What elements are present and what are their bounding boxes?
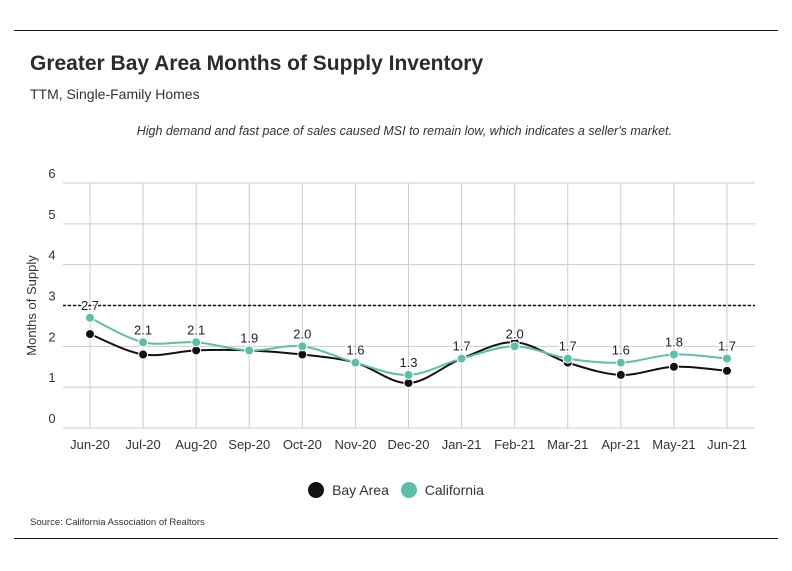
data-point-california [85, 312, 95, 323]
x-tick-label: May-21 [652, 437, 695, 452]
y-tick-label: 4 [48, 248, 55, 263]
data-point-california [350, 357, 361, 368]
legend-item-california: California [400, 482, 484, 498]
line-chart: 0 1 2 3 4 5 6 Jun-20 Jul-20 Aug-20 Sep-20 Oct-20 Nov… [24, 166, 755, 452]
x-tick-label: Jun-21 [707, 437, 747, 452]
data-point-bay-area [615, 369, 626, 380]
data-point-bay-area [668, 361, 679, 372]
data-point-california [403, 369, 414, 380]
data-point-bay-area [138, 349, 149, 360]
chart-title: Greater Bay Area Months of Supply Invent… [30, 52, 484, 75]
data-point-california [191, 337, 202, 348]
chart-annotation: High demand and fast pace of sales cause… [136, 124, 672, 138]
x-tick-label: Jan-21 [442, 437, 482, 452]
bottom-rule [14, 538, 778, 539]
y-tick-label: 2 [48, 329, 55, 344]
top-rule [14, 30, 778, 31]
source-note: Source: California Association of Realto… [30, 517, 205, 528]
y-tick-label: 3 [48, 289, 55, 304]
data-point-california [615, 357, 626, 368]
x-tick-label: Jul-20 [125, 437, 160, 452]
x-tick-label: Jun-20 [70, 437, 110, 452]
y-tick-label: 0 [48, 411, 55, 426]
x-tick-label: Apr-21 [601, 437, 640, 452]
y-axis-label: Months of Supply [24, 255, 39, 356]
legend-label-california: California [424, 482, 484, 498]
data-label-california: 1.9 [240, 330, 258, 345]
data-point-bay-area [85, 329, 95, 340]
bay-area-swatch-icon [308, 482, 325, 498]
data-label-california: 1.3 [399, 355, 417, 370]
data-label-california: 1.6 [612, 343, 630, 358]
data-point-california [668, 349, 679, 360]
data-point-california [138, 337, 149, 348]
data-label-california: 1.7 [559, 339, 577, 354]
legend: Bay Area California [0, 482, 792, 501]
x-tick-label: Sep-20 [228, 437, 270, 452]
data-point-california [509, 341, 520, 352]
x-tick-label: Mar-21 [547, 437, 588, 452]
data-point-bay-area [403, 378, 414, 389]
data-label-california: 2.1 [187, 322, 205, 337]
x-tick-label: Dec-20 [388, 437, 430, 452]
data-point-bay-area [191, 345, 202, 356]
data-label-california: 1.7 [453, 339, 471, 354]
data-label-california: 1.6 [346, 343, 364, 358]
chart-subtitle: TTM, Single-Family Homes [30, 86, 200, 102]
legend-label-bay-area: Bay Area [332, 482, 389, 498]
data-label-california: 2.1 [134, 322, 152, 337]
data-point-california [456, 353, 467, 364]
legend-item-bay-area: Bay Area [308, 482, 389, 498]
data-label-california: 2.0 [293, 326, 311, 341]
data-point-california [297, 341, 308, 352]
x-tick-label: Oct-20 [283, 437, 322, 452]
y-tick-label: 6 [48, 166, 55, 181]
x-tick-label: Aug-20 [175, 437, 217, 452]
y-tick-label: 5 [48, 207, 55, 222]
california-swatch-icon [400, 482, 417, 498]
data-label-california: 2.7 [81, 298, 99, 313]
data-label-california: 1.7 [718, 339, 736, 354]
x-tick-label: Nov-20 [334, 437, 376, 452]
data-point-california [244, 345, 255, 356]
data-point-california [562, 353, 573, 364]
x-tick-label: Feb-21 [494, 437, 535, 452]
y-tick-label: 1 [48, 370, 55, 385]
data-point-bay-area [722, 365, 732, 376]
data-point-california [722, 353, 732, 364]
data-label-california: 1.8 [665, 335, 683, 350]
data-point-bay-area [297, 349, 308, 360]
data-label-california: 2.0 [506, 326, 524, 341]
